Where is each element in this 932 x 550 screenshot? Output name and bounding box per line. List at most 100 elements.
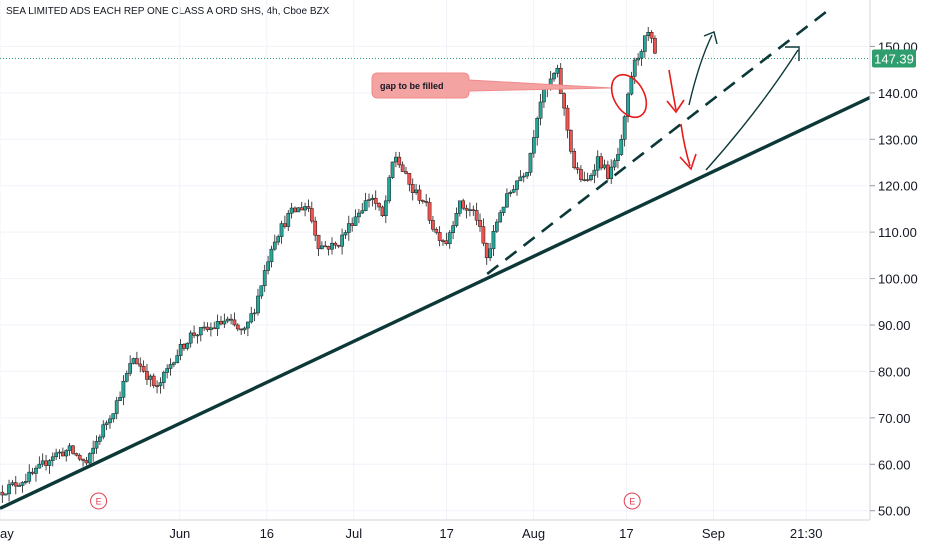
candle-down: [0, 491, 5, 496]
y-tick-label: 120.00: [878, 179, 918, 194]
candle-up: [249, 313, 254, 323]
candle-up: [582, 179, 587, 181]
candle-up: [320, 245, 324, 250]
y-tick-label: 90.00: [878, 318, 911, 333]
candle-down: [474, 210, 479, 221]
candle-down: [350, 223, 355, 226]
candle-up: [602, 164, 607, 169]
candle-up: [505, 193, 509, 208]
candle-up: [34, 467, 38, 474]
candle-up: [87, 453, 92, 464]
candle-up: [101, 424, 106, 438]
candle-down: [151, 375, 156, 386]
candle-down: [326, 246, 331, 250]
candle-down: [313, 220, 318, 236]
candle-down: [572, 151, 577, 168]
candle-up: [498, 212, 503, 223]
y-tick-label: 80.00: [878, 364, 911, 379]
candle-down: [323, 245, 328, 248]
red-arrow-down-2: [680, 123, 691, 167]
candle-up: [3, 493, 8, 496]
candle-up: [289, 207, 294, 214]
x-tick-label: Sep: [702, 526, 725, 541]
candle-up: [209, 327, 213, 331]
earnings-marker-icon: [90, 492, 108, 510]
candle-up: [269, 248, 274, 263]
candle-down: [235, 324, 240, 330]
candle-up: [387, 177, 392, 202]
gap-callout-text: gap to be filled: [380, 81, 444, 91]
x-tick-label: Jun: [169, 526, 190, 541]
candle-down: [444, 240, 449, 244]
candle-down: [568, 129, 573, 152]
candle-up: [538, 101, 543, 119]
candle-up: [555, 67, 560, 74]
x-tick-label: 21:30: [790, 526, 823, 541]
y-tick-label: 60.00: [878, 457, 911, 472]
x-tick-label: 16: [260, 526, 274, 541]
candle-up: [330, 242, 334, 250]
candle-down: [44, 460, 48, 466]
candle-up: [24, 481, 28, 483]
candle-down: [380, 206, 385, 217]
candle-down: [182, 343, 186, 349]
candle-up: [225, 318, 230, 322]
candle-up: [646, 31, 651, 36]
gap-callout-bubble: [371, 72, 613, 99]
candle-down: [397, 156, 402, 166]
candle-down: [471, 209, 476, 211]
candle-down: [427, 202, 432, 221]
time-axis[interactable]: ay Jun 16 Jul 17 Aug 17 Sep 21:30: [0, 519, 870, 541]
candle-up: [353, 216, 358, 226]
candle-up: [414, 189, 418, 193]
candle-up: [595, 156, 600, 171]
candle-up: [40, 460, 45, 465]
candle-up: [195, 334, 200, 337]
candle-up: [262, 270, 267, 286]
candle-down: [478, 219, 482, 227]
candle-down: [599, 156, 603, 169]
x-tick-label: ay: [0, 526, 14, 541]
candle-up: [457, 200, 462, 214]
candle-up: [20, 482, 25, 486]
candle-up: [198, 327, 203, 336]
candle-up: [242, 327, 247, 331]
candle-up: [521, 175, 526, 178]
price-axis[interactable]: 50.00 60.00 70.00 80.00 90.00 100.00 110.00 120…: [869, 0, 932, 550]
candle-up: [172, 362, 176, 365]
red-arrow-down-1: [668, 69, 677, 111]
candle-down: [74, 453, 79, 456]
candle-up: [286, 213, 291, 227]
candle-up: [525, 172, 529, 177]
candle-up: [619, 139, 624, 155]
candle-down: [585, 179, 590, 181]
candle-up: [370, 197, 375, 200]
candle-up: [622, 116, 627, 140]
candle-down: [377, 203, 381, 208]
candle-down: [424, 201, 429, 203]
candle-up: [121, 380, 126, 398]
annotations: gap to be filled: [371, 31, 800, 171]
candle-up: [50, 456, 55, 461]
solid-trendline: [0, 95, 871, 510]
last-price-badge: [872, 49, 916, 68]
earnings-marker-label: E: [629, 497, 635, 507]
candle-down: [562, 93, 566, 109]
candle-down: [155, 385, 159, 387]
candle-down: [145, 371, 149, 380]
red-arrowhead-1: [666, 99, 685, 114]
candle-down: [400, 164, 405, 172]
y-tick-label: 100.00: [878, 272, 918, 287]
x-tick-label: Aug: [522, 526, 545, 541]
candle-up: [266, 261, 270, 271]
candle-up: [54, 452, 58, 458]
candle-up: [592, 169, 597, 176]
candle-up: [98, 436, 102, 442]
candle-up: [367, 199, 371, 201]
up-arrowhead-2: [785, 46, 800, 61]
candle-up: [360, 210, 365, 214]
candle-down: [333, 242, 338, 246]
candle-up: [259, 285, 264, 297]
